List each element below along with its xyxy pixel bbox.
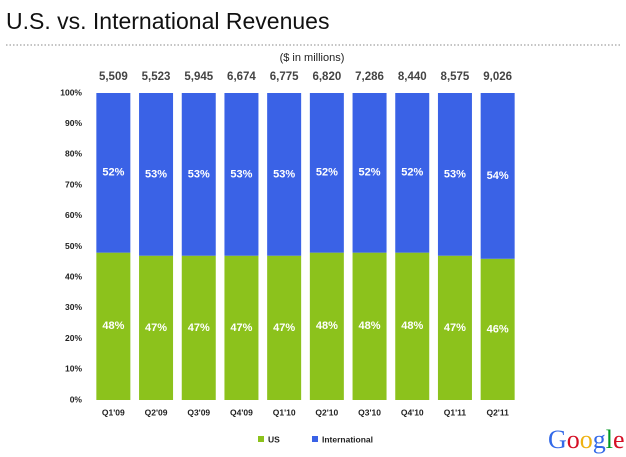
total-label: 8,575 [441, 71, 470, 83]
data-label: 47% [230, 322, 252, 334]
bar-segment [480, 258, 515, 400]
data-label: 53% [145, 168, 167, 180]
x-tick-label: Q2'11 [486, 407, 509, 417]
x-tick-label: Q1'10 [273, 407, 296, 417]
y-tick-label: 10% [65, 364, 82, 374]
x-tick-label: Q3'10 [358, 407, 381, 417]
data-label: 46% [487, 323, 509, 335]
chart-title: U.S. vs. International Revenues [6, 8, 329, 34]
y-tick-label: 0% [70, 394, 83, 404]
y-tick-label: 30% [65, 302, 82, 312]
data-label: 54% [487, 170, 509, 182]
total-label: 9,026 [483, 71, 512, 83]
total-label: 6,674 [227, 71, 256, 83]
x-tick-label: Q3'09 [187, 407, 210, 417]
total-label: 5,509 [99, 71, 128, 83]
data-label: 47% [444, 322, 466, 334]
y-tick-label: 100% [60, 87, 82, 97]
bar-segment [181, 255, 216, 400]
bar-segment [395, 93, 430, 253]
bar-segment [139, 93, 174, 256]
data-label: 53% [273, 168, 295, 180]
bar-segment [352, 93, 387, 253]
bar-segment [480, 93, 515, 259]
data-label: 53% [188, 168, 210, 180]
y-tick-label: 70% [65, 179, 82, 189]
bar-segment [267, 93, 302, 256]
data-label: 48% [102, 320, 124, 332]
legend-label: International [322, 434, 373, 444]
bar-segment [437, 255, 472, 400]
data-label: 52% [316, 167, 338, 179]
bar-segment [139, 255, 174, 400]
bar-segment [96, 93, 131, 253]
x-tick-label: Q4'10 [401, 407, 424, 417]
y-tick-label: 80% [65, 149, 82, 159]
bar-segment [96, 252, 131, 400]
total-label: 7,286 [355, 71, 384, 83]
data-label: 48% [401, 320, 423, 332]
bar-segment [267, 255, 302, 400]
legend-swatch [258, 436, 264, 442]
data-label: 48% [316, 320, 338, 332]
bar-segment [224, 93, 259, 256]
bar-segment [352, 252, 387, 400]
bar-segment [437, 93, 472, 256]
y-tick-label: 40% [65, 271, 82, 281]
total-label: 5,945 [184, 71, 213, 83]
y-tick-label: 50% [65, 241, 82, 251]
bar-segment [309, 252, 344, 400]
data-label: 53% [230, 168, 252, 180]
y-tick-label: 90% [65, 118, 82, 128]
data-label: 47% [273, 322, 295, 334]
total-label: 6,775 [270, 71, 299, 83]
data-label: 47% [145, 322, 167, 334]
data-label: 52% [102, 167, 124, 179]
legend-label: US [268, 434, 280, 444]
data-label: 52% [359, 167, 381, 179]
data-label: 48% [359, 320, 381, 332]
total-label: 8,440 [398, 71, 427, 83]
y-tick-label: 20% [65, 333, 82, 343]
bar-segment [181, 93, 216, 256]
total-label: 6,820 [312, 71, 341, 83]
x-tick-label: Q1'11 [444, 407, 467, 417]
total-label: 5,523 [142, 71, 171, 83]
x-tick-label: Q2'09 [145, 407, 168, 417]
data-label: 53% [444, 168, 466, 180]
bar-segment [224, 255, 259, 400]
data-label: 47% [188, 322, 210, 334]
x-tick-label: Q4'09 [230, 407, 253, 417]
bar-segment [309, 93, 344, 253]
y-tick-label: 60% [65, 210, 82, 220]
legend-swatch [312, 436, 318, 442]
bar-segment [395, 252, 430, 400]
logo: Google [548, 425, 625, 454]
x-tick-label: Q2'10 [315, 407, 338, 417]
x-tick-label: Q1'09 [102, 407, 125, 417]
chart-subtitle: ($ in millions) [280, 52, 345, 64]
data-label: 52% [401, 167, 423, 179]
